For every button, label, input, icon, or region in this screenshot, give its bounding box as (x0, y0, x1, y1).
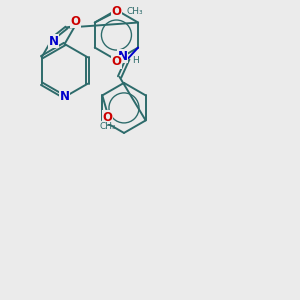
Text: O: O (112, 55, 122, 68)
Text: CH₃: CH₃ (126, 8, 143, 16)
Text: O: O (111, 5, 121, 18)
Text: N: N (60, 91, 70, 103)
Text: O: O (102, 111, 112, 124)
Text: N: N (49, 35, 59, 48)
Text: H: H (132, 56, 138, 65)
Text: N: N (118, 50, 128, 63)
Text: CH₃: CH₃ (99, 122, 116, 130)
Text: O: O (70, 15, 80, 28)
